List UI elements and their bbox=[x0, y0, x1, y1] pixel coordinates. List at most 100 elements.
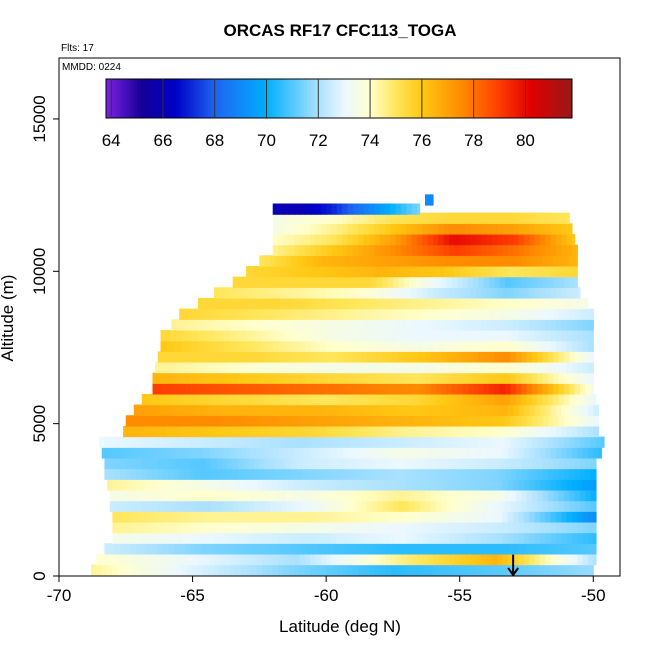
heatmap-cell bbox=[382, 415, 389, 427]
colorbar-segment bbox=[143, 79, 148, 118]
heatmap-cell bbox=[473, 383, 480, 395]
heatmap-cell bbox=[176, 553, 183, 566]
heatmap-cell bbox=[513, 340, 520, 352]
colorbar-segment bbox=[534, 79, 538, 118]
heatmap-cell bbox=[240, 564, 247, 576]
x-tick-label: -60 bbox=[314, 586, 339, 605]
heatmap-cell bbox=[489, 500, 496, 512]
date-note: MMDD: 0224 bbox=[62, 62, 121, 73]
heatmap-cell bbox=[424, 500, 431, 512]
heatmap-cell bbox=[406, 319, 413, 331]
heatmap-cell bbox=[272, 553, 279, 566]
heatmap-cell bbox=[507, 265, 514, 278]
heatmap-cell bbox=[518, 511, 525, 523]
heatmap-cell bbox=[307, 457, 314, 470]
heatmap-cell bbox=[248, 372, 255, 384]
heatmap-cell bbox=[323, 255, 330, 267]
heatmap-cell bbox=[411, 564, 418, 576]
heatmap-cell bbox=[278, 553, 284, 566]
heatmap-cell bbox=[459, 265, 466, 278]
heatmap-cell bbox=[491, 564, 498, 576]
heatmap-cell bbox=[582, 511, 589, 523]
heatmap-cell bbox=[491, 287, 498, 299]
heatmap-cell bbox=[326, 233, 333, 246]
heatmap-cell bbox=[334, 383, 341, 395]
heatmap-cell bbox=[590, 393, 597, 406]
heatmap-cell bbox=[179, 543, 186, 555]
heatmap-cell bbox=[304, 532, 311, 544]
heatmap-cell bbox=[323, 436, 330, 448]
heatmap-cell bbox=[590, 468, 597, 480]
heatmap-cell bbox=[521, 468, 528, 480]
heatmap-cell bbox=[294, 553, 301, 566]
heatmap-cell bbox=[171, 404, 178, 416]
heatmap-cell bbox=[243, 372, 250, 384]
heatmap-cell bbox=[462, 500, 469, 512]
heatmap-cell bbox=[350, 436, 357, 448]
heatmap-cell bbox=[465, 511, 471, 523]
heatmap-cell bbox=[531, 308, 538, 320]
heatmap-cell bbox=[128, 532, 135, 544]
heatmap-cell bbox=[499, 543, 506, 555]
heatmap-cell bbox=[187, 511, 194, 523]
heatmap-cell bbox=[200, 372, 207, 384]
heatmap-cell bbox=[443, 233, 450, 246]
heatmap-cell bbox=[497, 404, 504, 416]
heatmap-cell bbox=[304, 479, 311, 491]
heatmap-cell bbox=[395, 511, 402, 523]
heatmap-cell bbox=[344, 468, 351, 480]
heatmap-cell bbox=[553, 308, 560, 320]
heatmap-cell bbox=[593, 425, 600, 438]
heatmap-cell bbox=[286, 351, 293, 363]
heatmap-cell bbox=[259, 383, 266, 395]
heatmap-cell bbox=[376, 308, 383, 320]
heatmap-cell bbox=[120, 457, 127, 470]
colorbar-segment bbox=[312, 79, 317, 118]
heatmap-cell bbox=[270, 393, 276, 406]
heatmap-cell bbox=[424, 372, 431, 384]
heatmap-cell bbox=[467, 500, 474, 512]
heatmap-cell bbox=[352, 404, 359, 416]
heatmap-cell bbox=[534, 564, 541, 576]
heatmap-cell bbox=[168, 415, 175, 427]
heatmap-cell bbox=[328, 457, 335, 470]
heatmap-cell bbox=[529, 233, 536, 246]
heatmap-cell bbox=[424, 393, 431, 406]
heatmap-cell bbox=[416, 203, 421, 215]
heatmap-cell bbox=[326, 203, 333, 215]
heatmap-cell bbox=[363, 521, 370, 534]
heatmap-cell bbox=[451, 468, 458, 480]
heatmap-cell bbox=[299, 553, 306, 566]
heatmap-cell bbox=[483, 393, 490, 406]
heatmap-cell bbox=[267, 340, 274, 352]
heatmap-cell bbox=[131, 436, 138, 448]
heatmap-cell bbox=[507, 425, 514, 438]
heatmap-cell bbox=[179, 383, 186, 395]
heatmap-cell bbox=[168, 383, 175, 395]
colorbar-segment bbox=[257, 79, 261, 118]
heatmap-cell bbox=[235, 404, 242, 416]
heatmap-cell bbox=[443, 553, 450, 566]
heatmap-cell bbox=[390, 404, 397, 416]
heatmap-cell bbox=[286, 308, 293, 320]
heatmap-cell bbox=[101, 447, 108, 459]
heatmap-cell bbox=[395, 223, 402, 235]
heatmap-cell bbox=[363, 244, 370, 256]
heatmap-cell bbox=[149, 521, 156, 534]
heatmap-cell bbox=[465, 319, 471, 331]
heatmap-cell bbox=[224, 340, 231, 352]
heatmap-cell bbox=[254, 543, 260, 555]
heatmap-cell bbox=[473, 500, 480, 512]
heatmap-cell bbox=[360, 543, 367, 555]
heatmap-cell bbox=[441, 500, 447, 512]
heatmap-cell bbox=[518, 479, 525, 491]
heatmap-cell bbox=[235, 564, 242, 576]
heatmap-cell bbox=[304, 404, 311, 416]
heatmap-cell bbox=[390, 479, 397, 491]
heatmap-cell bbox=[390, 265, 397, 278]
heatmap-cell bbox=[251, 287, 258, 299]
heatmap-cell bbox=[489, 489, 496, 502]
heatmap-cell bbox=[307, 255, 314, 267]
heatmap-cell bbox=[390, 319, 397, 331]
heatmap-cell bbox=[283, 404, 290, 416]
